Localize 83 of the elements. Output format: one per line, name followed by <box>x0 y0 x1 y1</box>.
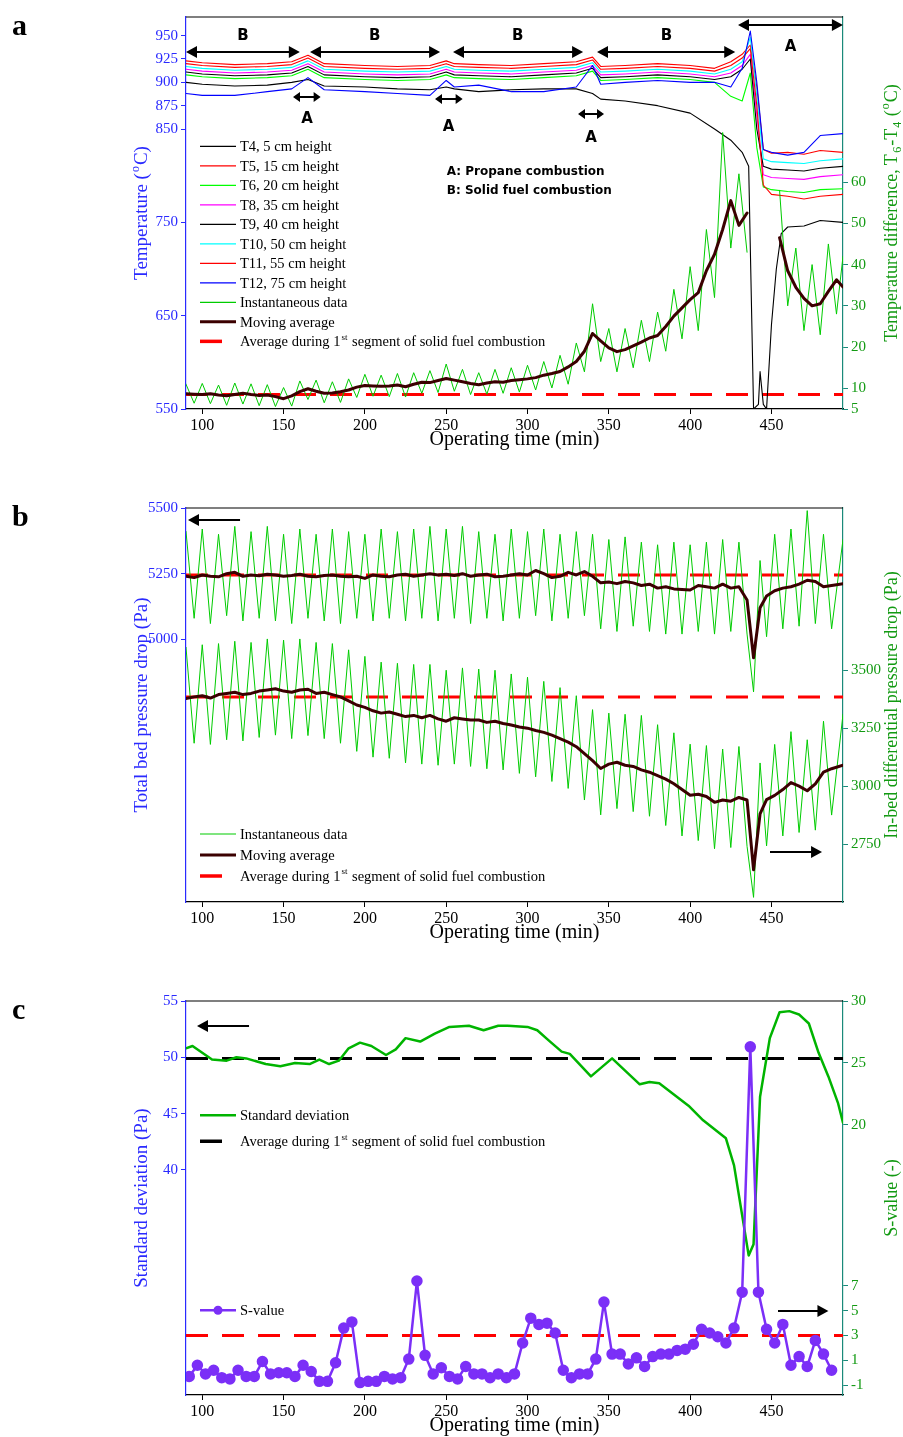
y2-tick-label: 50 <box>851 214 866 231</box>
legend-label: T6, 20 cm height <box>240 177 340 194</box>
x-tick-label: 350 <box>596 415 621 433</box>
y-tick-label: 950 <box>155 26 178 43</box>
legend-label: Moving average <box>240 846 335 863</box>
x-tick-label: 400 <box>678 908 703 926</box>
y-tick-label: 750 <box>155 213 178 230</box>
y2-tick-label: 10 <box>851 379 866 396</box>
y2-tick-label: 3000 <box>851 777 881 794</box>
y-tick-label: 900 <box>155 73 178 90</box>
x-tick-label: 200 <box>352 908 377 926</box>
legend-label: T4, 5 cm height <box>240 138 332 155</box>
y-tick-label: 550 <box>155 399 178 416</box>
annotation: B <box>512 26 524 45</box>
legend-label: Instantaneous data <box>240 825 349 842</box>
x-tick-label: 150 <box>271 908 296 926</box>
y-tick-label: 40 <box>163 1160 178 1177</box>
x-tick-label: 350 <box>596 1401 621 1419</box>
y-tick-label: 925 <box>155 49 178 66</box>
legend-label: T10, 50 cm height <box>240 235 347 252</box>
annotation: B <box>368 26 381 45</box>
y-tick-label: 5250 <box>148 564 178 581</box>
y2-tick-label: 5 <box>851 1301 859 1318</box>
legend-label: S-value <box>240 1302 285 1319</box>
y-axis-title: Temperature (oC) <box>127 146 152 280</box>
annotation: A <box>585 127 598 146</box>
annotation: A <box>442 117 455 136</box>
annotation: A: Propane combustion <box>446 163 605 178</box>
x-tick-label: 450 <box>759 1401 784 1419</box>
legend-label: Standard deviation <box>240 1107 350 1124</box>
y-tick-label: 5500 <box>148 498 178 515</box>
legend-label: Moving average <box>240 313 335 330</box>
y2-tick-label: 3 <box>851 1326 859 1343</box>
x-tick-label: 450 <box>759 415 784 433</box>
y2-tick-label: 20 <box>851 338 866 355</box>
y2-tick-label: 1 <box>851 1351 859 1368</box>
y2-axis-title: In-bed differential pressure drop (Pa) <box>880 571 902 839</box>
y2-tick-label: 3250 <box>851 719 881 736</box>
y-tick-label: 50 <box>163 1048 178 1065</box>
y2-axis-title: S-value (-) <box>880 1159 902 1237</box>
y2-tick-label: 2750 <box>851 835 881 851</box>
y2-axis-title: Temperature difference, T6-T4 (oC) <box>877 84 903 342</box>
annotation: A <box>301 109 314 128</box>
x-tick-label: 150 <box>271 415 296 433</box>
annotation: B: Solid fuel combustion <box>446 182 612 197</box>
y2-tick-label: 7 <box>851 1276 859 1293</box>
annotation: B <box>660 26 673 45</box>
x-tick-label: 350 <box>596 908 621 926</box>
y2-tick-label: 5 <box>851 399 859 416</box>
x-tick-label: 400 <box>678 1401 703 1419</box>
y2-tick-label: -1 <box>851 1376 864 1393</box>
y2-tick-label: 30 <box>851 991 866 1008</box>
y2-tick-label: 25 <box>851 1053 866 1070</box>
annotation: A <box>784 37 797 56</box>
y-tick-label: 850 <box>155 119 178 136</box>
legend-label: T5, 15 cm height <box>240 157 340 174</box>
chart-title: a <box>12 7 27 41</box>
x-tick-label: 200 <box>352 1401 377 1419</box>
legend-label: Instantaneous data <box>240 294 349 311</box>
y-axis-title: Standard deviation (Pa) <box>129 1108 152 1288</box>
y-tick-label: 875 <box>155 96 178 113</box>
x-tick-label: 150 <box>271 1401 296 1419</box>
annotation: B <box>237 26 249 45</box>
y2-tick-label: 3500 <box>851 661 881 678</box>
y2-tick-label: 20 <box>851 1115 866 1132</box>
y2-tick-label: 60 <box>851 172 866 189</box>
y-tick-label: 55 <box>163 991 178 1008</box>
legend-label: T11, 55 cm height <box>240 255 346 272</box>
y2-tick-label: 30 <box>851 296 866 313</box>
x-tick-label: 200 <box>352 415 377 433</box>
y2-tick-label: 40 <box>851 255 866 272</box>
legend-label: T9, 40 cm height <box>240 216 340 233</box>
x-tick-label: 450 <box>759 908 784 926</box>
y-tick-label: 45 <box>163 1104 178 1121</box>
x-tick-label: 100 <box>190 1401 215 1419</box>
legend-label: T12, 75 cm height <box>240 274 347 291</box>
chart-title: b <box>12 498 29 532</box>
y-tick-label: 650 <box>155 306 178 323</box>
chart-title: c <box>12 991 26 1025</box>
x-tick-label: 100 <box>190 415 215 433</box>
x-tick-label: 400 <box>678 415 703 433</box>
x-tick-label: 100 <box>190 908 215 926</box>
legend-label: T8, 35 cm height <box>240 196 340 213</box>
